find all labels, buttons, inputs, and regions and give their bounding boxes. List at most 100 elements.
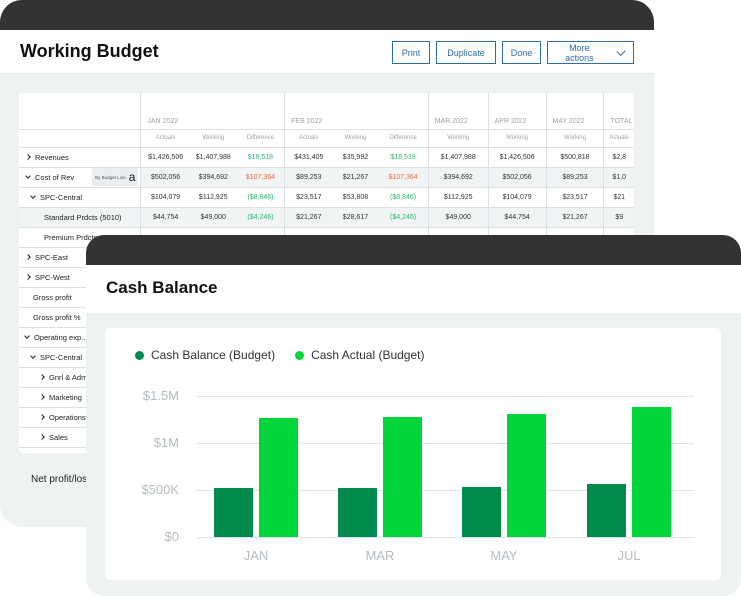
bar-cash-balance-jan[interactable] <box>214 488 253 537</box>
print-button[interactable]: Print <box>392 41 430 64</box>
cell: $1,426,506 <box>487 147 547 168</box>
row-label-text: Marketing <box>49 392 82 402</box>
cell: $1,407,988 <box>189 147 237 168</box>
row-label-text: Standard Prdcts (5010) <box>44 212 122 222</box>
row-label-text: Operating exp... <box>34 332 88 342</box>
cell: $28,617 <box>332 207 379 228</box>
done-button[interactable]: Done <box>502 41 541 64</box>
row-label-text: SPC-Central <box>40 192 83 202</box>
y-axis-tick: $0 <box>164 529 179 544</box>
subheader: Actuals <box>140 129 190 148</box>
row-label-text: Sales <box>49 432 68 442</box>
bar-cash-balance-jul[interactable] <box>587 484 626 537</box>
table-row[interactable]: Standard Prdcts (5010) $44,754 $49,000 (… <box>19 207 634 228</box>
cell: $21,267 <box>284 207 333 228</box>
chevron-down-icon[interactable] <box>30 352 36 359</box>
gridline <box>196 396 694 397</box>
bar-cash-actual-jul[interactable] <box>632 407 671 537</box>
cell: $1,0 <box>603 167 634 188</box>
chart-legend: Cash Balance (Budget) Cash Actual (Budge… <box>135 348 424 362</box>
net-profit-label: Net profit/los <box>31 474 88 485</box>
subheader: Working <box>487 129 547 148</box>
legend-item-cash-balance[interactable]: Cash Balance (Budget) <box>135 348 275 362</box>
bar-cash-balance-may[interactable] <box>462 487 501 537</box>
month-header-row: JAN 2022 FEB 2022 MAR 2022 APR 2022 MAY … <box>19 93 634 130</box>
y-axis-tick: $1.5M <box>142 388 179 403</box>
row-label[interactable]: Standard Prdcts (5010) <box>19 207 141 228</box>
text-format-icon: a <box>128 170 136 184</box>
legend-item-cash-actual[interactable]: Cash Actual (Budget) <box>295 348 424 362</box>
cell: $2,8 <box>603 147 634 168</box>
gridline <box>196 537 694 538</box>
cell: $21,267 <box>332 167 379 188</box>
legend-label: Cash Balance (Budget) <box>151 348 276 362</box>
chevron-right-icon[interactable] <box>25 154 31 160</box>
cell: $21 <box>603 187 634 208</box>
cell: $49,000 <box>427 207 489 228</box>
cell: $18,518 <box>236 147 285 168</box>
window-titlebar <box>86 235 741 265</box>
chevron-right-icon[interactable] <box>39 394 45 400</box>
row-label[interactable]: SPC-Central <box>19 187 141 208</box>
table-row[interactable]: Revenues $1,426,506 $1,407,988 $18,518 $… <box>19 147 634 168</box>
cell: ($4,246) <box>378 207 429 228</box>
legend-dot-icon <box>295 350 305 360</box>
bar-cash-actual-may[interactable] <box>507 413 546 537</box>
cell: $431,405 <box>284 147 333 168</box>
x-axis-tick: JUL <box>617 548 641 563</box>
cell: $53,808 <box>332 187 379 208</box>
row-label[interactable]: Revenues <box>19 147 141 168</box>
month-header-apr: APR 2022 <box>487 93 547 130</box>
bar-cash-actual-mar[interactable] <box>383 416 422 537</box>
cell: $23,517 <box>545 187 604 208</box>
chevron-right-icon[interactable] <box>39 434 45 440</box>
cell: $112,925 <box>189 187 237 208</box>
cell: $394,692 <box>189 167 237 188</box>
subheader: Actuals <box>284 129 333 148</box>
cell: ($8,846) <box>378 187 429 208</box>
chevron-down-icon[interactable] <box>24 332 30 339</box>
cell: $502,056 <box>487 167 547 188</box>
chevron-down-icon <box>616 46 626 56</box>
cell: $107,364 <box>378 167 429 188</box>
bar-cash-actual-jan[interactable] <box>259 417 298 537</box>
table-row[interactable]: SPC-Central $104,079 $112,925 ($8,846) $… <box>19 187 634 208</box>
row-label[interactable]: Cost of Rev By Budget Line a <box>19 167 141 188</box>
cell: $9 <box>603 207 634 228</box>
subheader: Working <box>189 129 237 148</box>
table-row[interactable]: Cost of Rev By Budget Line a $502,056 $39… <box>19 167 634 188</box>
cell: $21,267 <box>545 207 604 228</box>
cell: $107,364 <box>236 167 285 188</box>
page-title: Working Budget <box>20 41 159 61</box>
row-label-text: SPC-East <box>35 252 68 262</box>
chevron-right-icon[interactable] <box>39 414 45 420</box>
row-label-text: Gnrl & Adm <box>49 372 88 382</box>
cell: $104,079 <box>140 187 190 208</box>
x-axis-tick: MAY <box>490 548 518 563</box>
cell: $44,754 <box>140 207 190 228</box>
x-axis-tick: JAN <box>243 548 269 563</box>
cell: $18,518 <box>378 147 429 168</box>
chevron-right-icon[interactable] <box>25 274 31 280</box>
cell: $394,692 <box>427 167 489 188</box>
row-label-text: SPC-West <box>35 272 70 282</box>
cell: ($8,846) <box>236 187 285 208</box>
subheader: Difference <box>378 129 429 148</box>
chevron-down-icon[interactable] <box>25 172 31 179</box>
row-label-text: SPC-Central <box>40 352 83 362</box>
month-header-jan: JAN 2022 <box>140 93 285 130</box>
month-header-mar: MAR 2022 <box>427 93 489 130</box>
chevron-right-icon[interactable] <box>25 254 31 260</box>
blank-subheader <box>19 129 141 148</box>
chevron-down-icon[interactable] <box>30 192 36 199</box>
chevron-right-icon[interactable] <box>39 374 45 380</box>
cell: $89,253 <box>545 167 604 188</box>
bar-cash-balance-mar[interactable] <box>338 488 377 537</box>
more-actions-button[interactable]: More actions <box>547 41 634 64</box>
window-titlebar <box>0 0 654 30</box>
cell: $23,517 <box>284 187 333 208</box>
by-budget-line-badge[interactable]: By Budget Line a <box>92 168 139 186</box>
duplicate-button[interactable]: Duplicate <box>436 41 496 64</box>
row-label-text: Gross profit % <box>33 312 81 322</box>
cell: $1,407,988 <box>427 147 489 168</box>
